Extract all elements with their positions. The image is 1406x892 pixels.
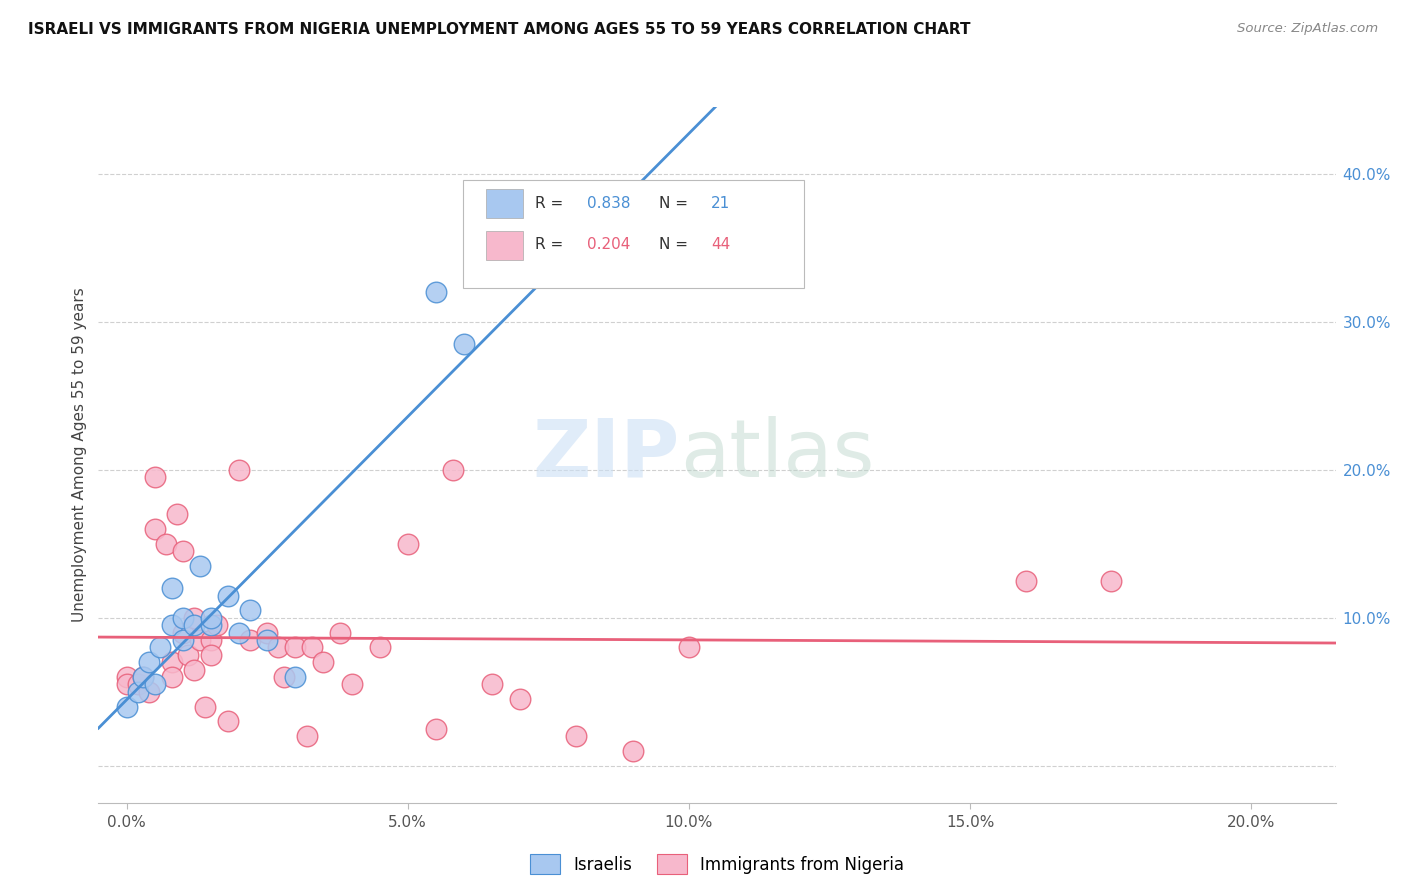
Text: ISRAELI VS IMMIGRANTS FROM NIGERIA UNEMPLOYMENT AMONG AGES 55 TO 59 YEARS CORREL: ISRAELI VS IMMIGRANTS FROM NIGERIA UNEMP…: [28, 22, 970, 37]
Point: [509, 692, 531, 706]
FancyBboxPatch shape: [485, 189, 523, 219]
Point: [138, 655, 160, 669]
Point: [143, 470, 166, 484]
Point: [228, 463, 250, 477]
Point: [127, 677, 149, 691]
Point: [166, 507, 188, 521]
Point: [160, 581, 183, 595]
Point: [329, 625, 352, 640]
Point: [205, 618, 228, 632]
Point: [267, 640, 290, 655]
Point: [340, 677, 363, 691]
Point: [217, 714, 239, 729]
Text: Source: ZipAtlas.com: Source: ZipAtlas.com: [1237, 22, 1378, 36]
Point: [172, 544, 194, 558]
Point: [295, 729, 318, 743]
Point: [200, 632, 222, 647]
Point: [155, 537, 177, 551]
Point: [188, 558, 211, 573]
Point: [284, 670, 307, 684]
Point: [217, 589, 239, 603]
Text: 21: 21: [711, 195, 730, 211]
FancyBboxPatch shape: [485, 231, 523, 260]
Point: [368, 640, 391, 655]
Text: ZIP: ZIP: [533, 416, 681, 494]
Point: [301, 640, 323, 655]
Point: [138, 685, 160, 699]
Point: [132, 670, 155, 684]
Point: [425, 285, 447, 299]
Point: [678, 640, 700, 655]
Text: N =: N =: [659, 237, 693, 252]
Point: [396, 537, 419, 551]
Point: [481, 677, 503, 691]
Point: [127, 685, 149, 699]
Point: [453, 337, 475, 351]
Point: [177, 648, 200, 662]
Point: [115, 670, 138, 684]
Text: 0.204: 0.204: [588, 237, 630, 252]
Point: [160, 670, 183, 684]
Point: [143, 677, 166, 691]
Point: [621, 744, 644, 758]
Point: [425, 722, 447, 736]
Point: [273, 670, 295, 684]
Text: N =: N =: [659, 195, 693, 211]
Point: [172, 611, 194, 625]
Point: [565, 729, 588, 743]
Text: 44: 44: [711, 237, 730, 252]
Legend: Israelis, Immigrants from Nigeria: Israelis, Immigrants from Nigeria: [530, 855, 904, 874]
Text: 0.838: 0.838: [588, 195, 631, 211]
Point: [115, 699, 138, 714]
Point: [149, 640, 172, 655]
Point: [172, 632, 194, 647]
Point: [200, 618, 222, 632]
Point: [312, 655, 335, 669]
Y-axis label: Unemployment Among Ages 55 to 59 years: Unemployment Among Ages 55 to 59 years: [72, 287, 87, 623]
Point: [256, 625, 278, 640]
Point: [183, 611, 205, 625]
Point: [160, 618, 183, 632]
Point: [1099, 574, 1122, 588]
Point: [115, 677, 138, 691]
Point: [194, 699, 217, 714]
Point: [256, 632, 278, 647]
Point: [284, 640, 307, 655]
Point: [200, 648, 222, 662]
Point: [183, 663, 205, 677]
Text: R =: R =: [536, 195, 568, 211]
Point: [132, 670, 155, 684]
Point: [1015, 574, 1038, 588]
Point: [239, 603, 262, 617]
Text: atlas: atlas: [681, 416, 875, 494]
Point: [172, 625, 194, 640]
Point: [228, 625, 250, 640]
Point: [441, 463, 464, 477]
Point: [200, 611, 222, 625]
Text: R =: R =: [536, 237, 568, 252]
Point: [239, 632, 262, 647]
Point: [188, 632, 211, 647]
Point: [160, 655, 183, 669]
Point: [143, 522, 166, 536]
Point: [183, 618, 205, 632]
FancyBboxPatch shape: [464, 180, 804, 288]
